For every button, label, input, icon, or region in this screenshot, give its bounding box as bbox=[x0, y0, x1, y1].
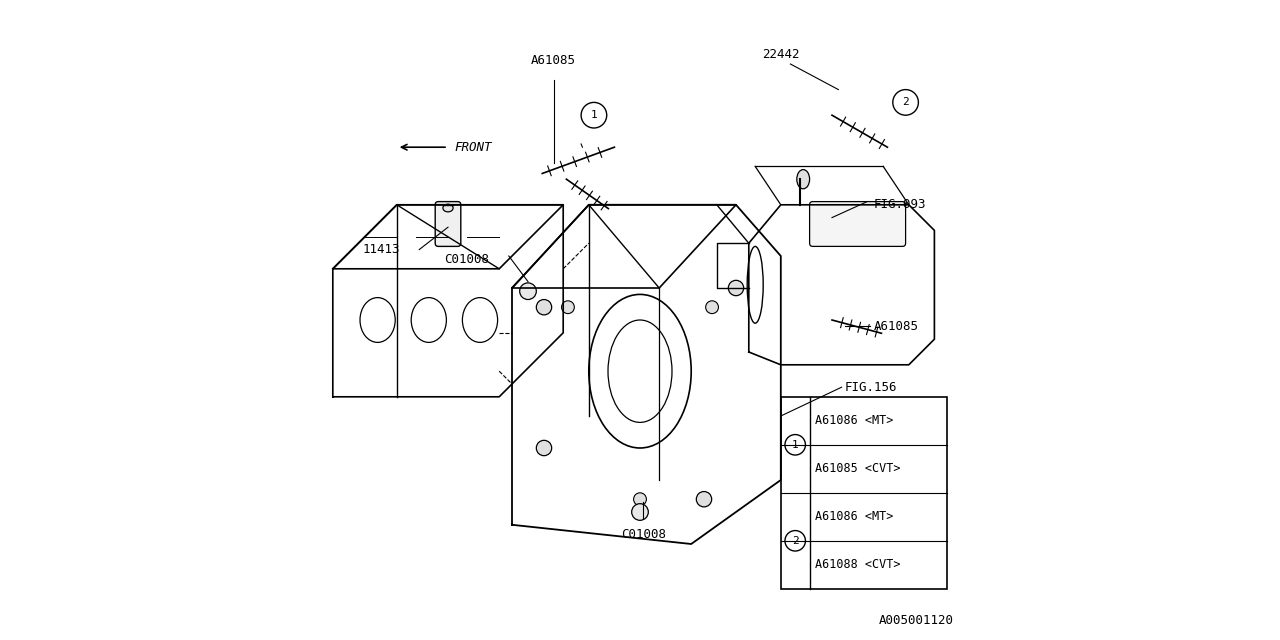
Circle shape bbox=[562, 301, 575, 314]
Circle shape bbox=[696, 492, 712, 507]
Text: A61085 <CVT>: A61085 <CVT> bbox=[815, 462, 900, 476]
Text: C01008: C01008 bbox=[621, 528, 666, 541]
Circle shape bbox=[520, 283, 536, 300]
Text: C01008: C01008 bbox=[444, 253, 490, 266]
Text: 22442: 22442 bbox=[762, 48, 800, 61]
Text: 1: 1 bbox=[590, 110, 598, 120]
Text: A61086 <MT>: A61086 <MT> bbox=[815, 510, 893, 524]
Text: A61088 <CVT>: A61088 <CVT> bbox=[815, 558, 900, 572]
Circle shape bbox=[631, 504, 649, 520]
Text: A61085: A61085 bbox=[531, 54, 576, 67]
Text: FRONT: FRONT bbox=[454, 141, 492, 154]
Text: FIG.156: FIG.156 bbox=[845, 381, 897, 394]
FancyBboxPatch shape bbox=[810, 202, 906, 246]
Circle shape bbox=[536, 440, 552, 456]
Text: 2: 2 bbox=[902, 97, 909, 108]
Text: FIG.093: FIG.093 bbox=[874, 198, 927, 211]
Bar bbox=[781, 397, 947, 589]
Circle shape bbox=[728, 280, 744, 296]
Text: 11413: 11413 bbox=[362, 243, 399, 256]
Text: 1: 1 bbox=[792, 440, 799, 450]
Circle shape bbox=[634, 493, 646, 506]
Circle shape bbox=[536, 300, 552, 315]
Text: A005001120: A005001120 bbox=[878, 614, 954, 627]
Circle shape bbox=[705, 301, 718, 314]
Ellipse shape bbox=[443, 204, 453, 212]
Text: A61085: A61085 bbox=[874, 320, 919, 333]
FancyBboxPatch shape bbox=[435, 202, 461, 246]
Text: A61086 <MT>: A61086 <MT> bbox=[815, 414, 893, 428]
Text: 2: 2 bbox=[792, 536, 799, 546]
Ellipse shape bbox=[796, 170, 810, 189]
